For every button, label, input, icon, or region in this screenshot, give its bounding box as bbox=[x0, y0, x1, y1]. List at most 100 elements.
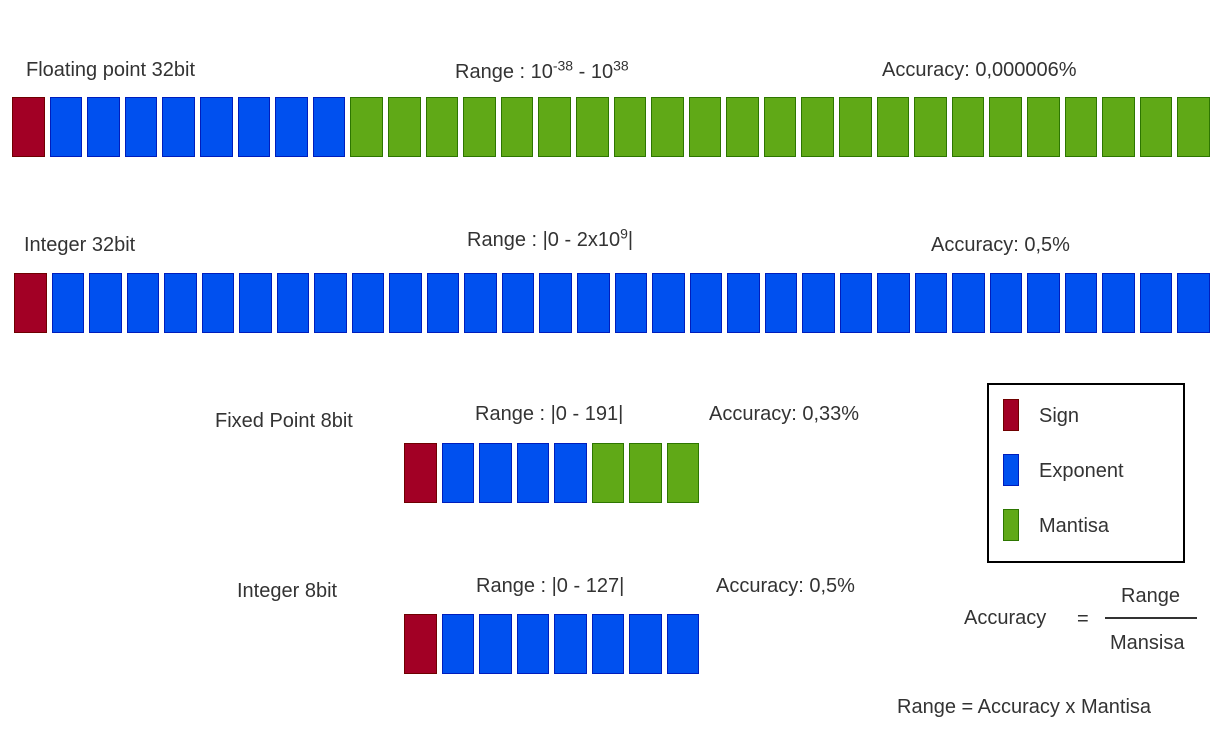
exponent-bit bbox=[554, 614, 587, 674]
mantissa-bit bbox=[1064, 97, 1098, 157]
formula-equals: = bbox=[1077, 608, 1089, 630]
exponent-bit bbox=[839, 273, 873, 333]
exponent-bit bbox=[914, 273, 948, 333]
exponent-bit bbox=[275, 97, 308, 157]
exponent-bit bbox=[276, 273, 310, 333]
exponent-bit bbox=[441, 443, 474, 503]
exponent-bit bbox=[1139, 273, 1173, 333]
exponent-bit bbox=[1027, 273, 1060, 333]
exponent-bit bbox=[877, 273, 910, 333]
exponent-bit bbox=[314, 273, 347, 333]
mantissa-bit bbox=[575, 97, 609, 157]
exponent-bit bbox=[441, 614, 474, 674]
legend-swatch-sign bbox=[1003, 399, 1019, 431]
exponent-bit bbox=[479, 614, 512, 674]
exponent-bit bbox=[162, 97, 195, 157]
fixed8-bit-row bbox=[404, 443, 699, 503]
mantissa-bit bbox=[989, 97, 1023, 157]
legend-label-sign: Sign bbox=[1039, 405, 1080, 427]
exponent-bit bbox=[652, 273, 685, 333]
float32-accuracy: Accuracy: 0,000006% bbox=[882, 59, 1077, 81]
exponent-bit bbox=[1177, 273, 1210, 333]
legend: Sign Exponent Mantisa bbox=[987, 383, 1185, 563]
exponent-bit bbox=[479, 443, 512, 503]
formula-denominator: Mansisa bbox=[1110, 632, 1185, 654]
mantissa-bit bbox=[463, 97, 496, 157]
exponent-bit bbox=[124, 97, 158, 157]
fixed8-accuracy: Accuracy: 0,33% bbox=[709, 403, 860, 425]
int32-range-prefix: Range : |0 - 2x10 bbox=[467, 229, 621, 251]
mantissa-bit bbox=[350, 97, 383, 157]
int32-range-exp: 9 bbox=[620, 225, 628, 242]
exponent-bit bbox=[591, 614, 624, 674]
legend-swatch-exponent bbox=[1003, 454, 1019, 486]
mantissa-bit bbox=[1102, 97, 1135, 157]
exponent-bit bbox=[126, 273, 160, 333]
exponent-bit bbox=[389, 273, 422, 333]
int32-title: Integer 32bit bbox=[24, 234, 136, 256]
formula-fraction-line bbox=[1105, 617, 1197, 619]
mantissa-bit bbox=[666, 443, 699, 503]
mantissa-bit bbox=[387, 97, 421, 157]
int32-accuracy: Accuracy: 0,5% bbox=[931, 234, 1070, 256]
mantissa-bit bbox=[763, 97, 797, 157]
int32-range: Range : |0 - 2x109| bbox=[467, 226, 633, 251]
exponent-bit bbox=[576, 273, 610, 333]
mantissa-bit bbox=[1177, 97, 1210, 157]
exponent-bit bbox=[1102, 273, 1135, 333]
sign-bit bbox=[404, 614, 437, 674]
float32-range-exp2: 38 bbox=[613, 57, 629, 74]
mantissa-bit bbox=[726, 97, 759, 157]
exponent-bit bbox=[516, 443, 549, 503]
exponent-bit bbox=[952, 273, 985, 333]
exponent-bit bbox=[689, 273, 723, 333]
sign-bit bbox=[12, 97, 45, 157]
int8-bit-row bbox=[404, 614, 699, 674]
exponent-bit bbox=[802, 273, 835, 333]
float32-range: Range : 10-38 - 1038 bbox=[455, 58, 629, 82]
mantissa-bit bbox=[688, 97, 722, 157]
exponent-bit bbox=[629, 614, 662, 674]
mantissa-bit bbox=[613, 97, 647, 157]
mantissa-bit bbox=[629, 443, 662, 503]
exponent-bit bbox=[312, 97, 346, 157]
exponent-bit bbox=[237, 97, 271, 157]
sign-bit bbox=[14, 273, 47, 333]
exponent-bit bbox=[201, 273, 235, 333]
exponent-bit bbox=[49, 97, 83, 157]
mantissa-bit bbox=[538, 97, 571, 157]
fixed8-title: Fixed Point 8bit bbox=[215, 410, 353, 432]
int8-accuracy: Accuracy: 0,5% bbox=[716, 575, 855, 597]
mantissa-bit bbox=[425, 97, 459, 157]
int32-bit-row bbox=[14, 273, 1210, 333]
mantissa-bit bbox=[651, 97, 684, 157]
exponent-bit bbox=[464, 273, 497, 333]
exponent-bit bbox=[539, 273, 572, 333]
mantissa-bit bbox=[951, 97, 985, 157]
formula-numerator: Range bbox=[1121, 585, 1180, 607]
formula-second: Range = Accuracy x Mantisa bbox=[897, 696, 1152, 718]
exponent-bit bbox=[666, 614, 699, 674]
exponent-bit bbox=[501, 273, 535, 333]
exponent-bit bbox=[87, 97, 120, 157]
exponent-bit bbox=[89, 273, 122, 333]
exponent-bit bbox=[199, 97, 233, 157]
float32-title: Floating point 32bit bbox=[26, 59, 196, 81]
fixed8-range: Range : |0 - 191| bbox=[475, 403, 624, 425]
exponent-bit bbox=[764, 273, 798, 333]
legend-label-mantissa: Mantisa bbox=[1039, 515, 1110, 537]
formula-lhs: Accuracy bbox=[964, 607, 1047, 629]
int8-range: Range : |0 - 127| bbox=[476, 575, 625, 597]
mantissa-bit bbox=[876, 97, 910, 157]
float32-bit-row bbox=[12, 97, 1210, 157]
mantissa-bit bbox=[914, 97, 947, 157]
sign-bit bbox=[404, 443, 437, 503]
exponent-bit bbox=[1064, 273, 1098, 333]
exponent-bit bbox=[426, 273, 460, 333]
exponent-bit bbox=[614, 273, 648, 333]
legend-swatch-mantissa bbox=[1003, 509, 1019, 541]
exponent-bit bbox=[727, 273, 760, 333]
mantissa-bit bbox=[801, 97, 835, 157]
exponent-bit bbox=[351, 273, 385, 333]
mantissa-bit bbox=[1027, 97, 1060, 157]
